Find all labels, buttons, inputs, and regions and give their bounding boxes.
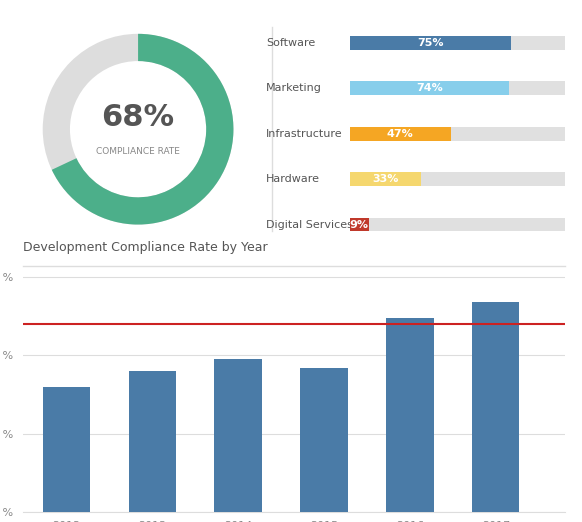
Wedge shape bbox=[42, 34, 233, 224]
Text: Development Compliance Rate by Year: Development Compliance Rate by Year bbox=[23, 241, 268, 254]
FancyBboxPatch shape bbox=[350, 127, 565, 140]
Bar bbox=[42, 387, 90, 512]
Text: Hardware: Hardware bbox=[266, 174, 320, 184]
Text: Digital Services: Digital Services bbox=[266, 220, 353, 230]
Bar bbox=[129, 371, 176, 512]
Text: 33%: 33% bbox=[372, 174, 398, 184]
Wedge shape bbox=[52, 34, 233, 224]
Text: 9%: 9% bbox=[350, 220, 369, 230]
Text: Infrastructure: Infrastructure bbox=[266, 129, 343, 139]
Text: Software: Software bbox=[266, 38, 315, 48]
Bar bbox=[386, 318, 434, 512]
Bar bbox=[300, 368, 347, 512]
FancyBboxPatch shape bbox=[350, 81, 565, 95]
FancyBboxPatch shape bbox=[350, 127, 450, 140]
Text: 68%: 68% bbox=[101, 103, 175, 133]
Text: COMPLIANCE RATE: COMPLIANCE RATE bbox=[96, 147, 180, 157]
FancyBboxPatch shape bbox=[350, 218, 565, 231]
FancyBboxPatch shape bbox=[350, 36, 511, 50]
Bar bbox=[214, 359, 262, 512]
FancyBboxPatch shape bbox=[350, 81, 509, 95]
Text: 75%: 75% bbox=[417, 38, 443, 48]
FancyBboxPatch shape bbox=[350, 218, 369, 231]
Text: Marketing: Marketing bbox=[266, 84, 322, 93]
Text: 74%: 74% bbox=[416, 84, 442, 93]
Text: 47%: 47% bbox=[387, 129, 414, 139]
FancyBboxPatch shape bbox=[350, 36, 565, 50]
FancyBboxPatch shape bbox=[350, 172, 565, 186]
FancyBboxPatch shape bbox=[350, 172, 421, 186]
Bar bbox=[472, 302, 519, 512]
